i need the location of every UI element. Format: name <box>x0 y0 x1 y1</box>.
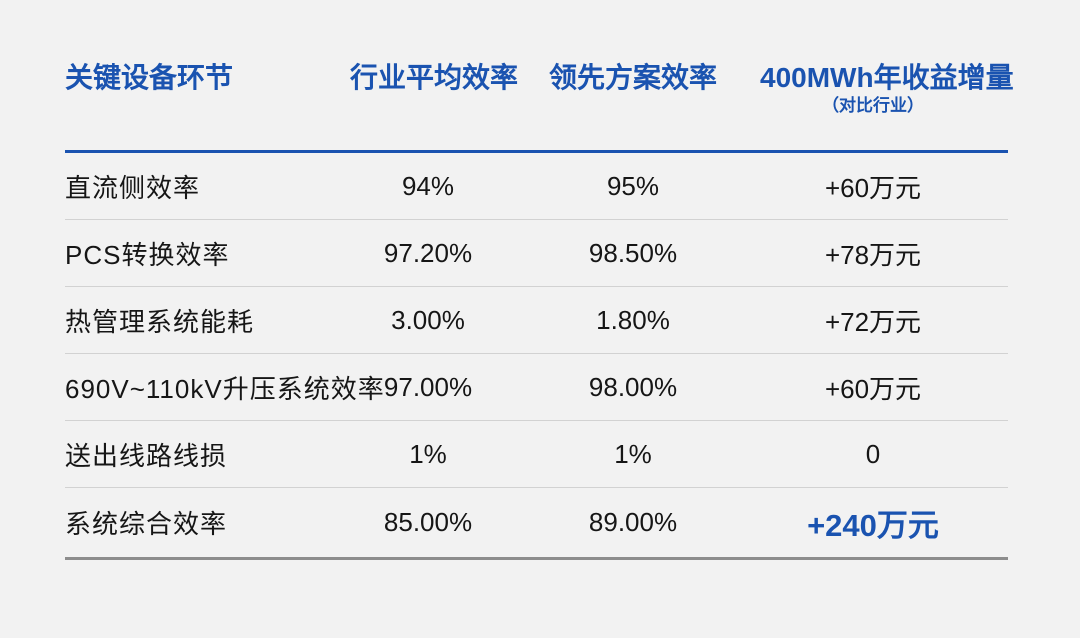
column-header-industry-average: 行业平均效率 <box>350 62 519 93</box>
annual-gain-value: 0 <box>865 438 881 469</box>
industry-average-value: 94% <box>401 170 455 201</box>
leading-solution-value: 1.80% <box>596 304 670 335</box>
row-label: 直流侧效率 <box>65 172 201 203</box>
table-row-step-up-system: 690V~110kV升压系统效率 97.00% 98.00% +60万元 <box>65 354 1008 421</box>
table-row-system-overall: 系统综合效率 85.00% 89.00% +240万元 <box>65 488 1008 557</box>
column-header-leading-solution: 领先方案效率 <box>548 62 717 93</box>
industry-average-value: 97.20% <box>383 237 473 268</box>
leading-solution-value: 1% <box>614 438 652 469</box>
row-label: 送出线路线损 <box>65 440 228 471</box>
industry-average-value: 1% <box>409 438 447 469</box>
table-row-pcs-conversion: PCS转换效率 97.20% 98.50% +78万元 <box>65 220 1008 287</box>
annual-gain-value: +78万元 <box>824 239 922 270</box>
column-header-equipment: 关键设备环节 <box>65 62 234 93</box>
efficiency-comparison-table: 关键设备环节 行业平均效率 领先方案效率 400MWh年收益增量 （对比行业） … <box>65 0 1014 560</box>
industry-average-value: 3.00% <box>391 304 465 335</box>
leading-solution-value: 98.50% <box>588 237 678 268</box>
leading-solution-value: 95% <box>606 170 660 201</box>
column-header-annual-gain-main: 400MWh年收益增量 <box>760 62 1014 93</box>
annual-gain-value: +60万元 <box>824 172 922 203</box>
industry-average-value: 85.00% <box>383 507 473 537</box>
table-header-row: 关键设备环节 行业平均效率 领先方案效率 400MWh年收益增量 （对比行业） <box>65 0 1014 153</box>
table-row-dc-side: 直流侧效率 94% 95% +60万元 <box>65 153 1008 220</box>
row-label: PCS转换效率 <box>65 239 230 270</box>
annual-gain-value: +60万元 <box>824 373 922 404</box>
leading-solution-value: 98.00% <box>588 371 678 402</box>
table-row-thermal-management: 热管理系统能耗 3.00% 1.80% +72万元 <box>65 287 1008 354</box>
row-label: 系统综合效率 <box>65 509 228 539</box>
row-label: 热管理系统能耗 <box>65 306 255 337</box>
column-header-annual-gain: 400MWh年收益增量 （对比行业） <box>760 63 1014 116</box>
leading-solution-value: 89.00% <box>588 507 678 537</box>
table-body: 直流侧效率 94% 95% +60万元 PCS转换效率 97.20% 98.50… <box>65 153 1008 560</box>
table-row-transmission-line-loss: 送出线路线损 1% 1% 0 <box>65 421 1008 488</box>
row-label: 690V~110kV升压系统效率 <box>65 373 385 404</box>
annual-gain-value-highlighted: +240万元 <box>807 508 939 543</box>
annual-gain-value: +72万元 <box>824 306 922 337</box>
column-header-annual-gain-sub: （对比行业） <box>822 96 924 115</box>
industry-average-value: 97.00% <box>383 371 473 402</box>
